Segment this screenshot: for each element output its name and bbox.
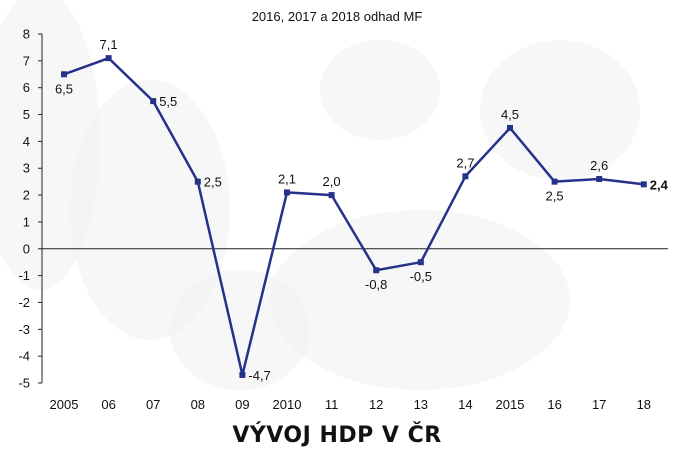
data-point (194, 178, 201, 185)
background-decoration (0, 0, 640, 390)
x-tick-label: 17 (592, 397, 606, 412)
y-tick-label: 6 (23, 80, 30, 95)
background-blob (480, 40, 640, 180)
data-point (373, 267, 380, 274)
data-point (551, 178, 558, 185)
y-tick-label: 5 (23, 107, 30, 122)
data-point (507, 124, 513, 131)
data-label: 2,6 (590, 158, 608, 173)
y-tick-label: 0 (23, 241, 30, 256)
data-point (239, 371, 246, 378)
y-tick-label: -5 (18, 376, 30, 391)
background-blob (70, 80, 230, 340)
x-tick-label: 2015 (496, 397, 525, 412)
x-tick-label: 07 (146, 397, 160, 412)
y-tick-label: 1 (23, 214, 30, 229)
background-blob (170, 270, 310, 390)
x-tick-label: 06 (101, 397, 115, 412)
data-point (284, 189, 290, 196)
data-label: 6,5 (55, 81, 73, 96)
data-point (61, 71, 67, 78)
x-tick-label: 12 (369, 397, 383, 412)
y-axis-ticks: 8 7 6 5 4 3 2 1 0 -1 -2 -3 -4 -5 (18, 27, 42, 391)
chart-subtitle: 2016, 2017 a 2018 odhad MF (252, 9, 423, 24)
data-point (417, 259, 424, 266)
y-tick-label: -2 (18, 295, 30, 310)
data-label: 2,1 (278, 171, 296, 186)
x-axis-ticks: 2005 06 07 08 09 2010 11 12 13 14 2015 16 17 18 (50, 397, 651, 412)
data-points (61, 55, 647, 378)
data-label: 4,5 (501, 107, 519, 122)
data-point (150, 98, 157, 105)
background-blob (270, 210, 570, 390)
x-tick-label: 16 (547, 397, 561, 412)
data-label: -0,8 (365, 277, 387, 292)
y-tick-label: 2 (23, 188, 30, 203)
x-tick-label: 13 (414, 397, 428, 412)
data-label: -4,7 (248, 368, 270, 383)
data-label: 2,4 (650, 177, 669, 192)
data-label: 2,7 (456, 155, 474, 170)
data-labels: 6,5 7,1 5,5 2,5 -4,7 2,1 2,0 -0,8 -0,5 2,7 4,5 2,5 2… (55, 37, 669, 383)
data-label: 2,5 (204, 175, 222, 190)
data-label: 2,0 (323, 174, 341, 189)
series-polyline (63, 56, 644, 377)
x-tick-label: 2010 (273, 397, 302, 412)
data-label: -0,5 (410, 269, 432, 284)
x-tick-label: 18 (637, 397, 651, 412)
x-tick-label: 08 (191, 397, 205, 412)
y-tick-label: -1 (18, 268, 30, 283)
x-tick-label: 14 (458, 397, 472, 412)
x-tick-label: 11 (325, 397, 339, 412)
y-tick-label: -3 (18, 322, 30, 337)
data-point (105, 55, 112, 62)
data-label: 5,5 (159, 94, 177, 109)
data-label: 7,1 (100, 37, 118, 52)
y-tick-label: 7 (23, 53, 30, 68)
background-blob (320, 40, 440, 140)
y-tick-label: 3 (23, 161, 30, 176)
y-tick-label: 4 (23, 134, 30, 149)
data-point (640, 181, 647, 188)
y-tick-label: 8 (23, 27, 30, 42)
data-label: 2,5 (546, 189, 564, 204)
x-tick-label: 09 (235, 397, 249, 412)
data-point (328, 192, 335, 199)
data-point (596, 175, 603, 182)
x-tick-label: 2005 (50, 397, 79, 412)
axes (41, 34, 668, 383)
data-point (462, 173, 469, 180)
y-tick-label: -4 (18, 349, 30, 364)
chart-title: VÝVOJ HDP V ČR (232, 422, 441, 448)
series-line (63, 56, 644, 377)
